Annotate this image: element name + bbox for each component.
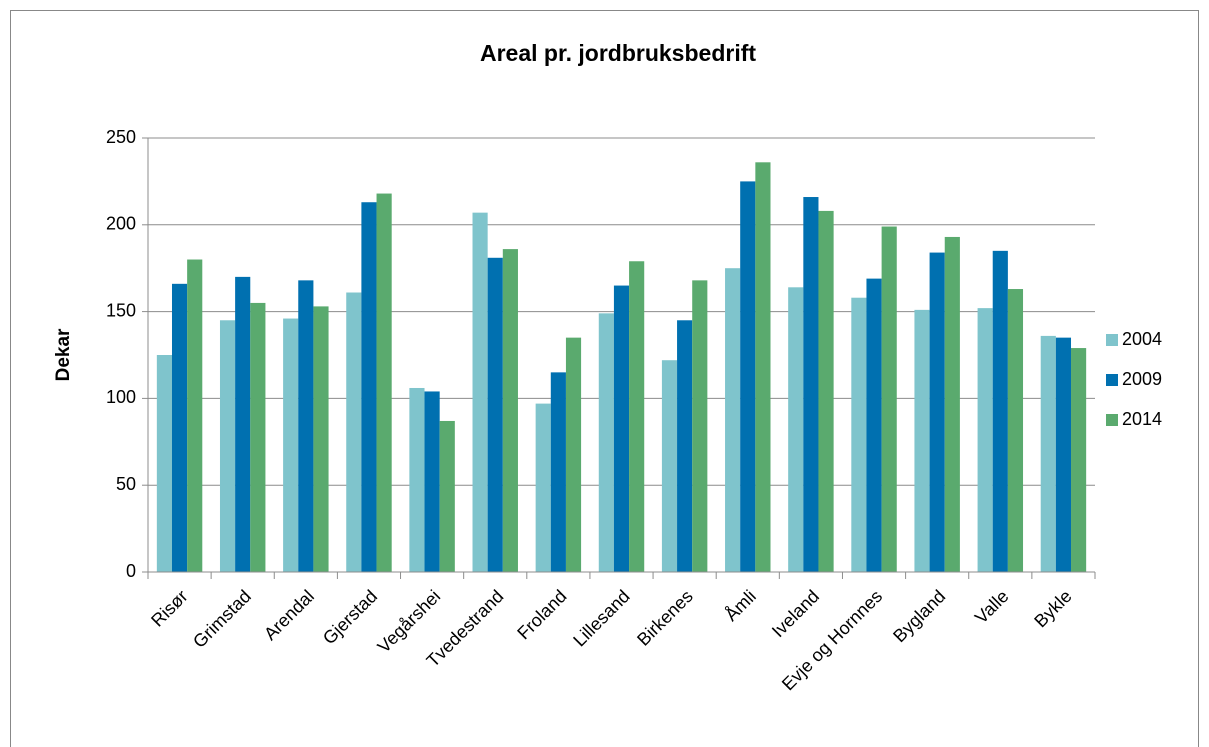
bar — [361, 202, 377, 572]
legend-label: 2004 — [1122, 329, 1162, 349]
bar — [502, 249, 518, 572]
legend-swatch — [1106, 414, 1118, 426]
bar — [250, 302, 266, 572]
y-tick-label: 0 — [126, 561, 136, 581]
bar — [535, 403, 551, 572]
bar — [740, 181, 756, 572]
bar — [818, 210, 834, 573]
bar — [1040, 335, 1056, 572]
y-tick-label: 250 — [106, 127, 136, 147]
bar — [565, 337, 582, 572]
chart-title: Areal pr. jordbruksbedrift — [480, 40, 756, 66]
bar — [881, 226, 897, 572]
bar — [598, 313, 614, 572]
bar — [376, 193, 392, 572]
legend-label: 2014 — [1122, 409, 1162, 429]
bar — [851, 297, 867, 572]
legend-label: 2009 — [1122, 369, 1162, 389]
bar — [629, 261, 645, 572]
bar — [487, 257, 503, 572]
bar — [313, 306, 329, 572]
bar — [755, 162, 771, 572]
bar — [439, 420, 455, 572]
bar — [613, 285, 630, 572]
bar — [235, 276, 251, 572]
y-axis-label: Dekar — [53, 328, 74, 381]
bar — [219, 320, 236, 572]
bar — [866, 278, 882, 572]
bar — [1071, 348, 1087, 572]
bar — [977, 308, 993, 572]
bar — [187, 259, 203, 572]
y-tick-label: 200 — [106, 214, 136, 234]
bar — [298, 280, 314, 572]
bar — [409, 387, 425, 572]
y-tick-label: 150 — [106, 300, 136, 320]
bar — [803, 197, 819, 573]
bar — [725, 268, 741, 572]
y-tick-label: 100 — [106, 387, 136, 407]
bar — [424, 391, 440, 572]
bar — [283, 318, 299, 572]
bar — [944, 236, 960, 572]
bar — [1055, 337, 1072, 572]
bar — [171, 283, 188, 572]
bar — [692, 280, 708, 572]
bar — [346, 292, 362, 572]
bar — [1007, 289, 1024, 572]
bar — [550, 372, 566, 572]
bar — [788, 287, 804, 572]
bar — [914, 309, 930, 572]
y-tick-label: 50 — [116, 474, 136, 494]
bar — [677, 320, 693, 572]
bar — [929, 252, 945, 573]
bar — [661, 360, 678, 572]
bar — [992, 250, 1008, 572]
legend-swatch — [1106, 334, 1118, 346]
bar — [156, 355, 172, 572]
legend-swatch — [1106, 374, 1118, 386]
bar — [472, 212, 488, 572]
